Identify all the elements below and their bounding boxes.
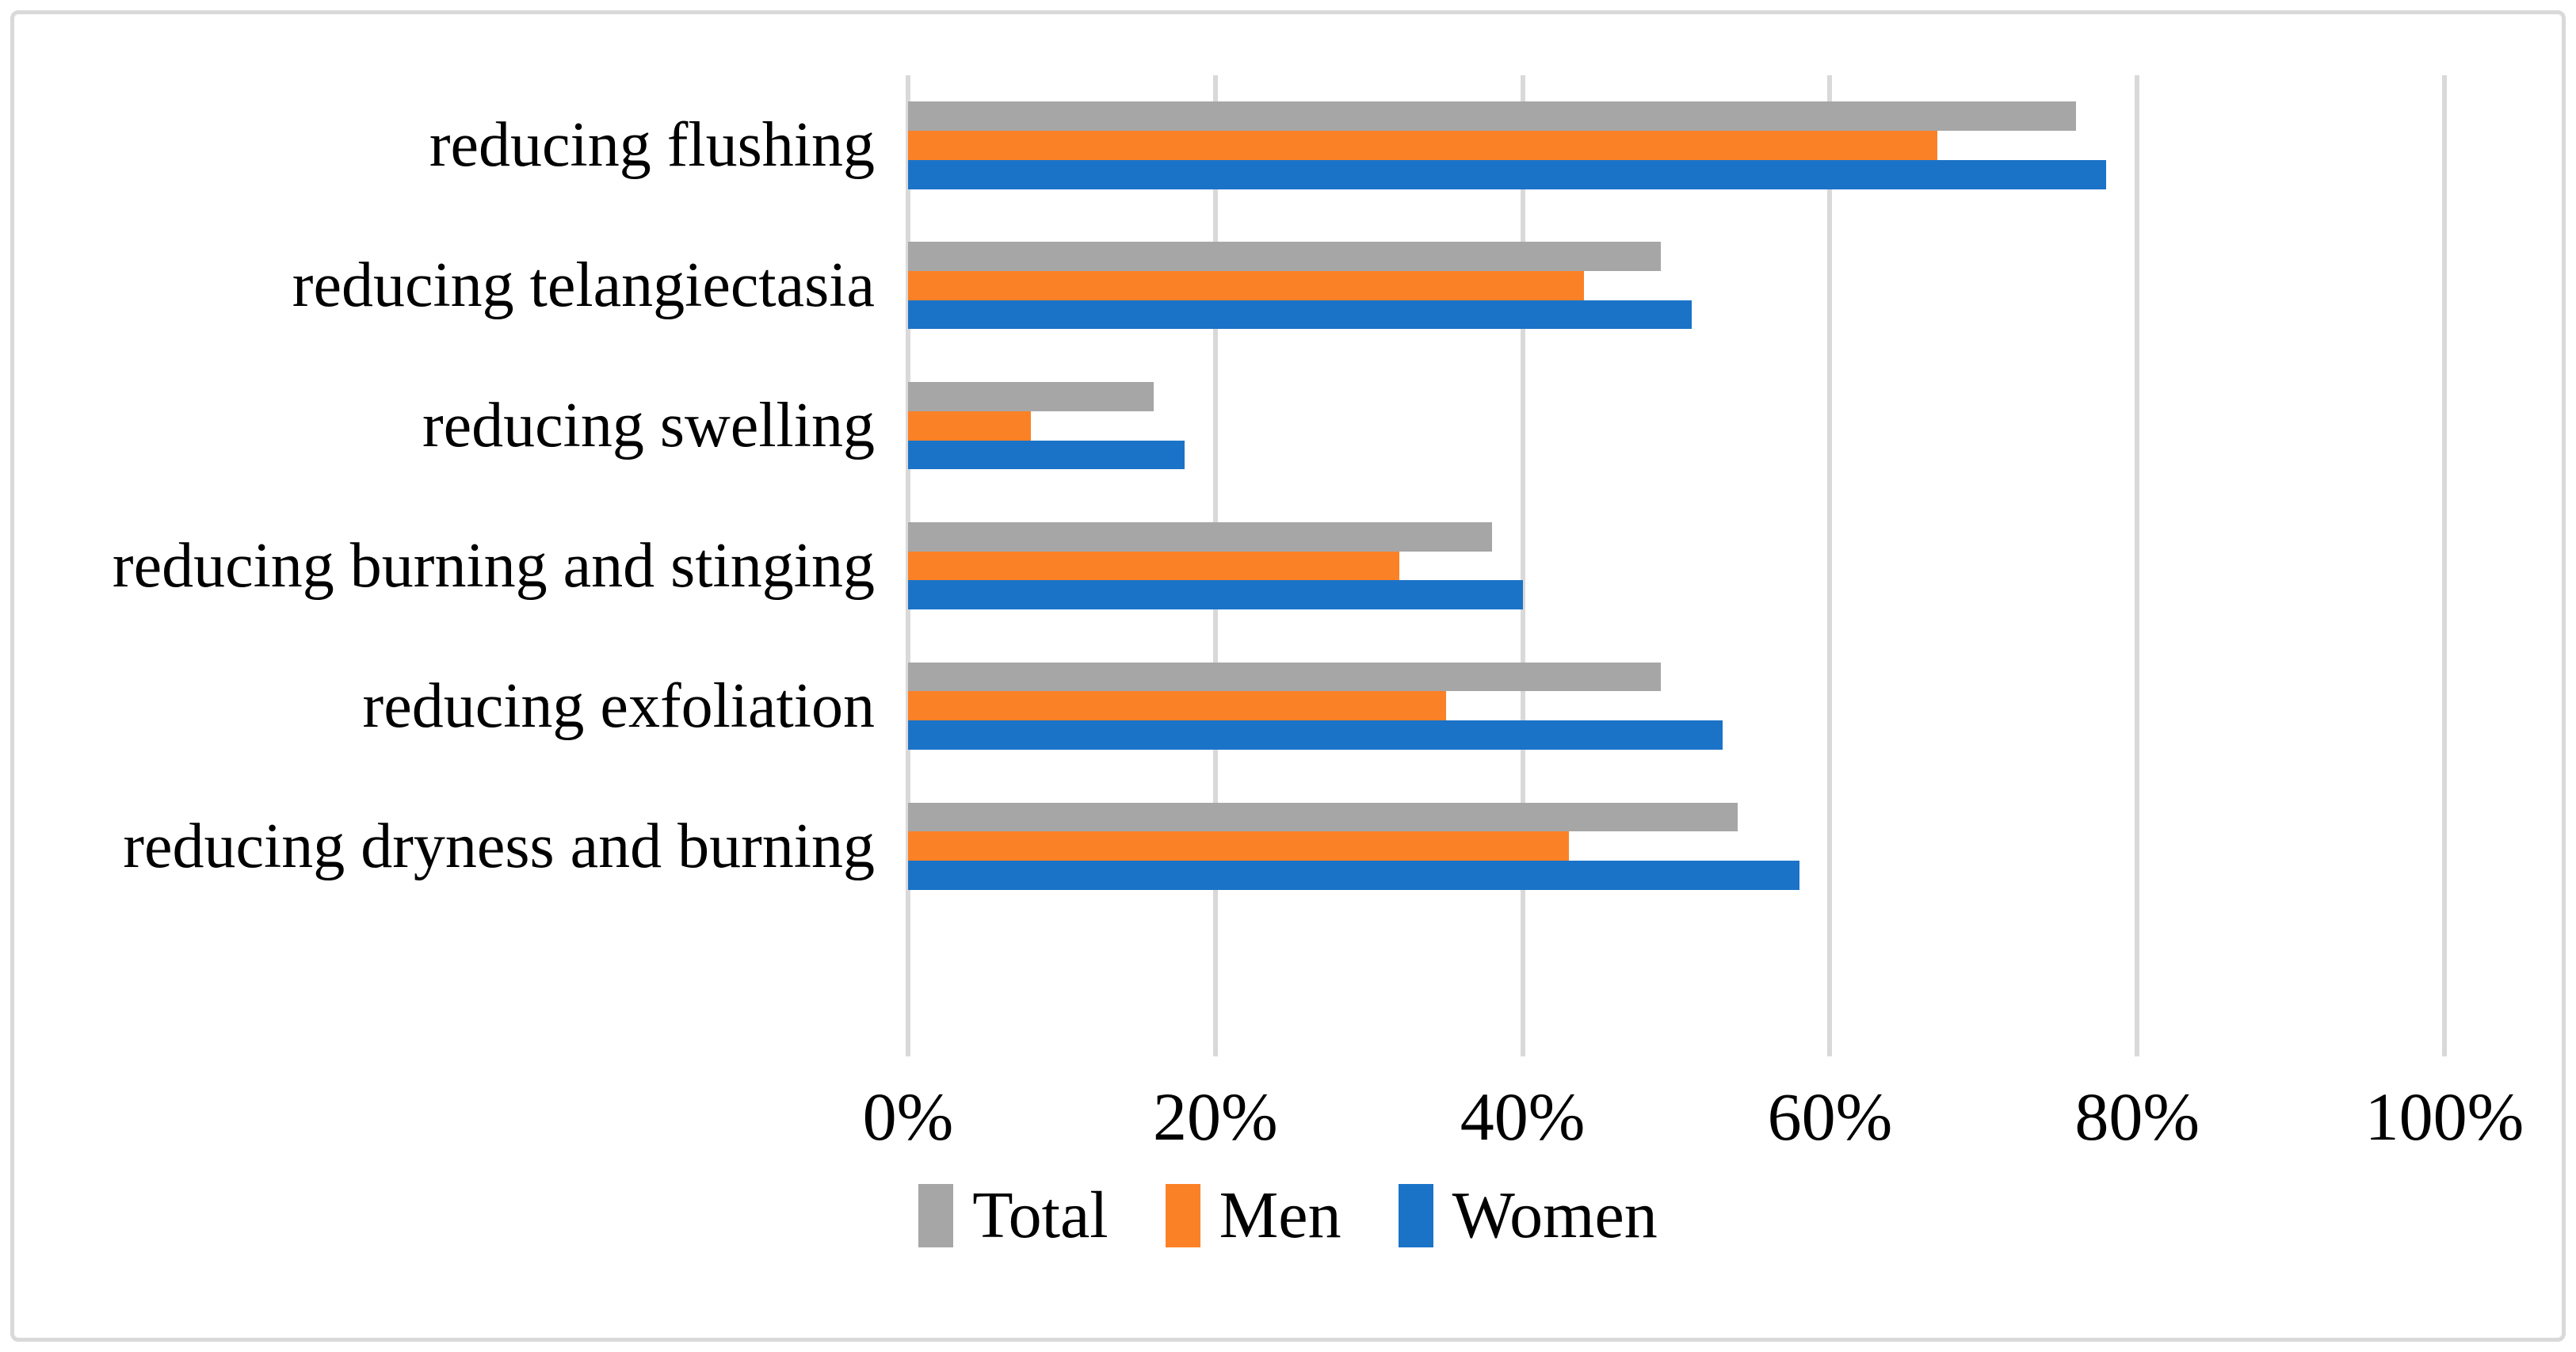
bar-men-reducing-telangiectasia bbox=[908, 270, 1585, 300]
category-label-reducing-dryness-and-burning: reducing dryness and burning bbox=[123, 811, 875, 881]
bar-women-reducing-burning-and-stinging bbox=[908, 580, 1523, 610]
category-label-reducing-telangiectasia: reducing telangiectasia bbox=[292, 250, 875, 321]
legend: Total Men Women bbox=[0, 1182, 2576, 1249]
bar-women-reducing-swelling bbox=[908, 440, 1185, 470]
legend-label-men: Men bbox=[1219, 1178, 1341, 1252]
legend-swatch-men bbox=[1165, 1184, 1200, 1247]
bar-men-reducing-swelling bbox=[908, 411, 1032, 441]
legend-item-men: Men bbox=[1165, 1178, 1341, 1252]
gridline-80% bbox=[2135, 75, 2140, 1056]
legend-label-total: Total bbox=[972, 1178, 1109, 1252]
bar-women-reducing-flushing bbox=[908, 159, 2107, 189]
category-label-reducing-flushing: reducing flushing bbox=[429, 110, 875, 181]
bar-women-reducing-telangiectasia bbox=[908, 300, 1692, 330]
x-tick-label-80%: 80% bbox=[2074, 1079, 2200, 1155]
legend-item-total: Total bbox=[918, 1178, 1109, 1252]
bars bbox=[908, 75, 2444, 1056]
category-label-reducing-burning-and-stinging: reducing burning and stinging bbox=[112, 531, 875, 601]
bar-total-reducing-telangiectasia bbox=[908, 242, 1662, 271]
legend-swatch-women bbox=[1398, 1184, 1433, 1247]
gridline-60% bbox=[1827, 75, 1833, 1056]
x-axis-tick-labels: 0% 20% 40% 60% 80% 100% bbox=[863, 1079, 2524, 1167]
bar-women-reducing-dryness-and-burning bbox=[908, 861, 1799, 890]
bar-total-reducing-burning-and-stinging bbox=[908, 521, 1492, 552]
x-tick-label-40%: 40% bbox=[1460, 1079, 1586, 1155]
bar-total-reducing-flushing bbox=[908, 101, 2076, 132]
legend-item-women: Women bbox=[1398, 1178, 1658, 1252]
gridline-100% bbox=[2442, 75, 2447, 1056]
x-tick-label-0%: 0% bbox=[862, 1079, 954, 1155]
bar-total-reducing-exfoliation bbox=[908, 662, 1662, 692]
gridline-40% bbox=[1520, 75, 1525, 1056]
legend-label-women: Women bbox=[1452, 1178, 1658, 1252]
bar-women-reducing-exfoliation bbox=[908, 720, 1723, 750]
bar-men-reducing-dryness-and-burning bbox=[908, 831, 1569, 861]
bar-men-reducing-exfoliation bbox=[908, 691, 1446, 721]
bar-total-reducing-swelling bbox=[908, 381, 1154, 411]
category-label-reducing-swelling: reducing swelling bbox=[422, 391, 875, 461]
category-axis-labels: reducing flushing reducing telangiectasia… bbox=[24, 75, 875, 1056]
plot-area bbox=[906, 75, 2447, 1056]
x-tick-label-100%: 100% bbox=[2364, 1079, 2524, 1155]
x-tick-label-60%: 60% bbox=[1767, 1079, 1893, 1155]
legend-swatch-total bbox=[918, 1184, 954, 1247]
bar-total-reducing-dryness-and-burning bbox=[908, 802, 1738, 832]
category-label-reducing-exfoliation: reducing exfoliation bbox=[362, 670, 875, 741]
bar-men-reducing-flushing bbox=[908, 131, 1938, 160]
x-tick-label-20%: 20% bbox=[1152, 1079, 1278, 1155]
bar-men-reducing-burning-and-stinging bbox=[908, 551, 1400, 581]
